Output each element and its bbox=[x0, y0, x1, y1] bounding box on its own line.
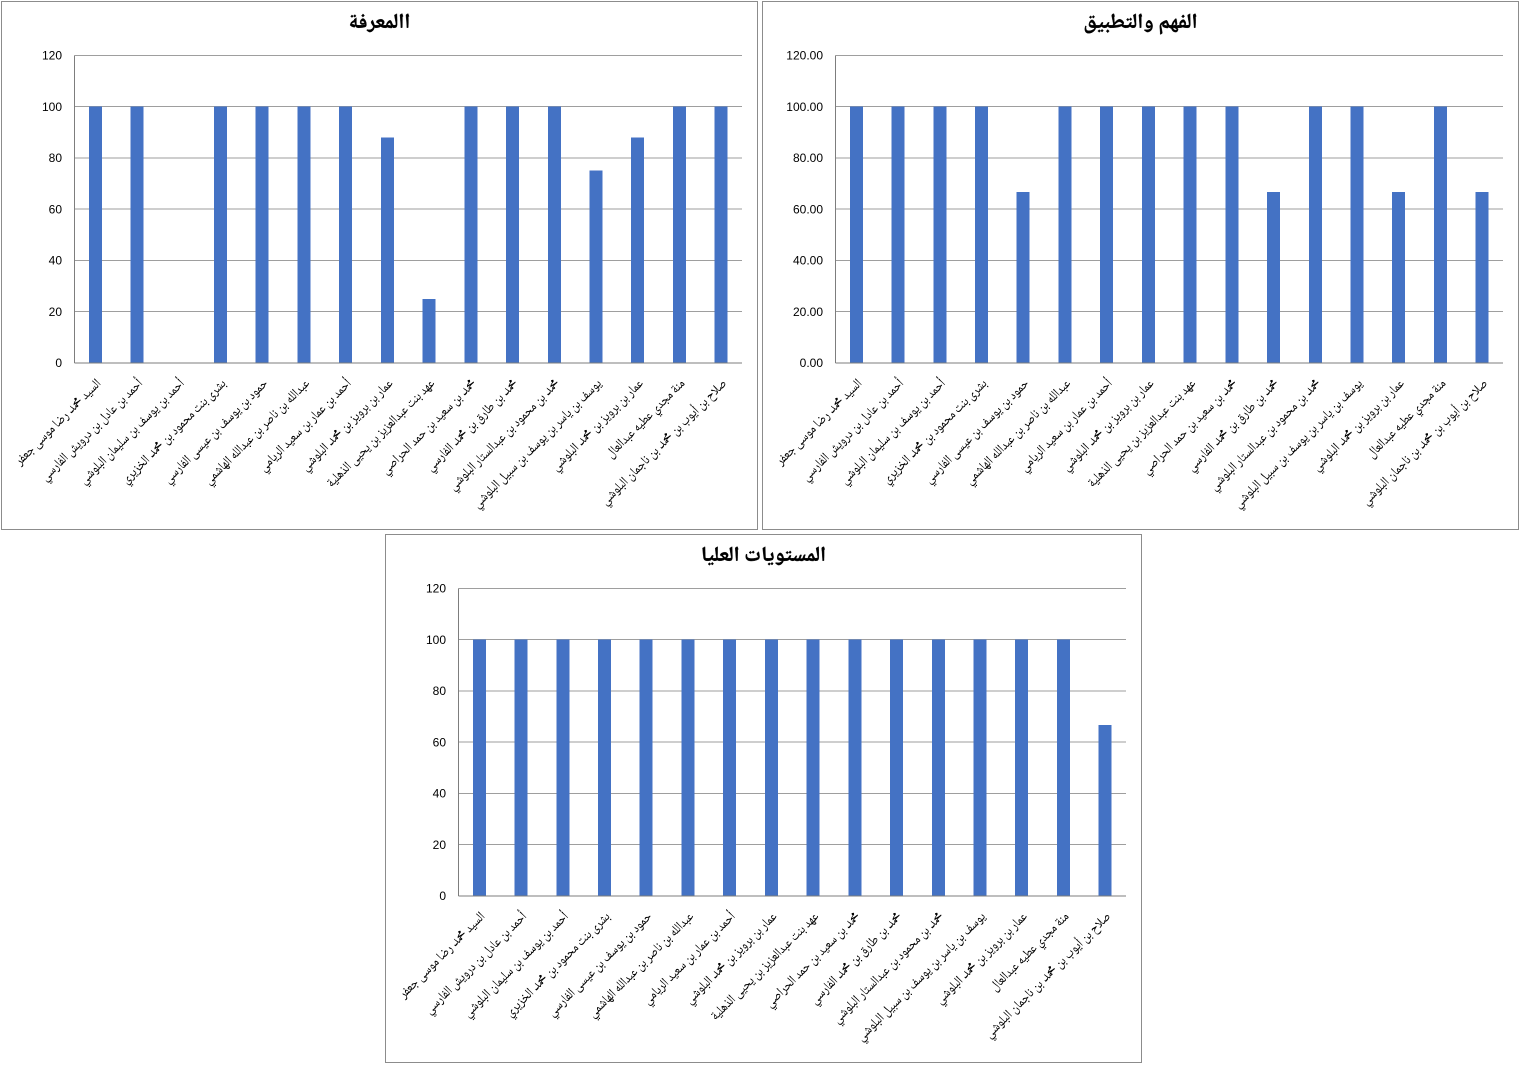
svg-text:40: 40 bbox=[433, 787, 447, 801]
svg-text:40: 40 bbox=[49, 254, 63, 268]
svg-text:100: 100 bbox=[426, 633, 446, 647]
svg-text:80.00: 80.00 bbox=[793, 151, 823, 165]
svg-text:40.00: 40.00 bbox=[793, 254, 823, 268]
svg-text:0: 0 bbox=[439, 889, 446, 903]
svg-text:80: 80 bbox=[49, 151, 63, 165]
svg-text:60.00: 60.00 bbox=[793, 202, 823, 216]
svg-text:80: 80 bbox=[433, 684, 447, 698]
svg-text:120: 120 bbox=[426, 582, 446, 596]
svg-text:100.00: 100.00 bbox=[786, 100, 823, 114]
svg-text:100: 100 bbox=[42, 100, 62, 114]
svg-text:60: 60 bbox=[433, 735, 447, 749]
svg-text:60: 60 bbox=[49, 202, 63, 216]
svg-text:20.00: 20.00 bbox=[793, 305, 823, 319]
svg-text:0: 0 bbox=[55, 356, 62, 370]
svg-text:20: 20 bbox=[433, 838, 447, 852]
svg-text:0.00: 0.00 bbox=[800, 356, 824, 370]
svg-text:120.00: 120.00 bbox=[786, 49, 823, 63]
svg-text:20: 20 bbox=[49, 305, 63, 319]
svg-text:120: 120 bbox=[42, 49, 62, 63]
